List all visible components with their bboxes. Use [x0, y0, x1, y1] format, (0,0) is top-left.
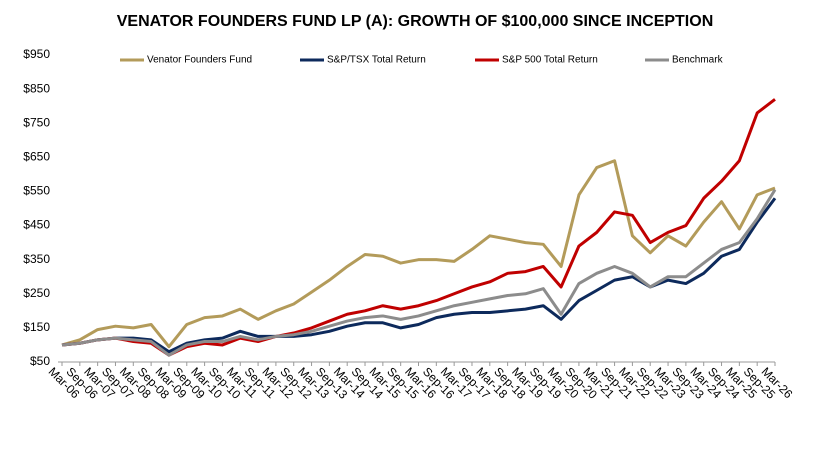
- y-tick-label: $750: [23, 115, 50, 129]
- y-tick-label: $250: [23, 286, 50, 300]
- y-tick-label: $350: [23, 252, 50, 266]
- y-tick-label: $850: [23, 81, 50, 95]
- chart-title: VENATOR FOUNDERS FUND LP (A): GROWTH OF …: [117, 13, 714, 30]
- y-tick-label: $550: [23, 184, 50, 198]
- series-line: [61, 159, 776, 349]
- series-line: [61, 188, 777, 357]
- legend-label: Venator Founders Fund: [147, 55, 252, 66]
- series-line: [61, 197, 777, 354]
- y-tick-label: $50: [30, 354, 50, 368]
- y-tick-label: $950: [23, 47, 50, 61]
- y-tick-label: $650: [23, 150, 50, 164]
- y-tick-label: $450: [23, 218, 50, 232]
- y-tick-label: $150: [23, 320, 50, 334]
- legend-label: S&P/TSX Total Return: [327, 55, 426, 66]
- legend-label: S&P 500 Total Return: [502, 55, 598, 66]
- legend-label: Benchmark: [672, 55, 724, 66]
